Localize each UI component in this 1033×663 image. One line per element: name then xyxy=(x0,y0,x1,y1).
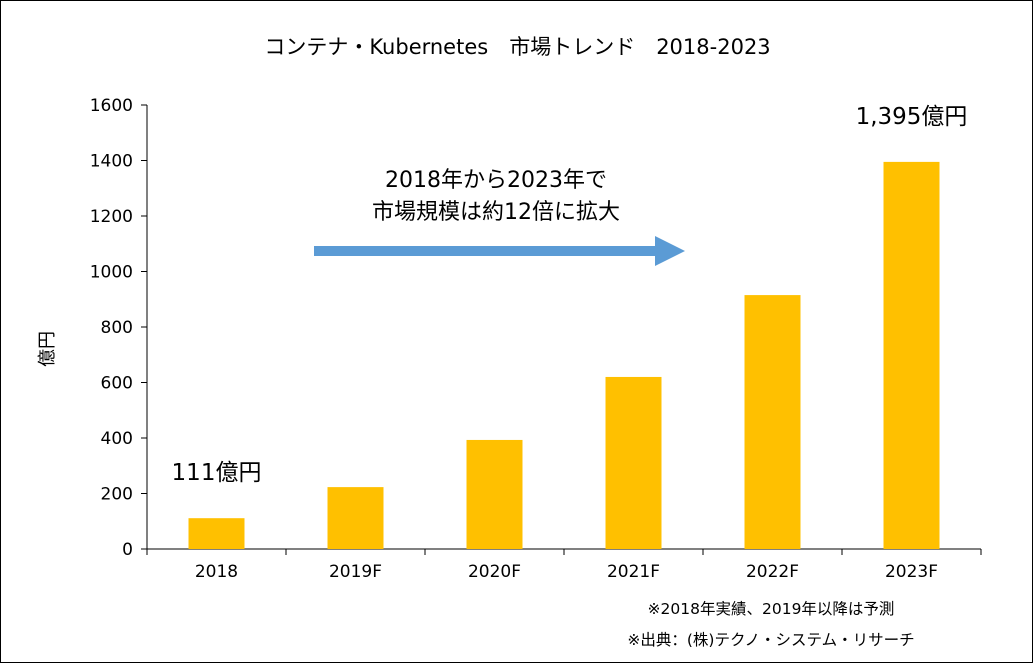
growth-annotation: 2018年から2023年で 市場規模は約12倍に拡大 xyxy=(301,165,691,229)
x-tick-label: 2019F xyxy=(329,562,382,582)
bar xyxy=(883,161,940,549)
bar xyxy=(327,487,384,549)
data-label: 111億円 xyxy=(172,460,262,486)
bar xyxy=(605,376,662,549)
annotation-line-2: 市場規模は約12倍に拡大 xyxy=(372,200,620,225)
bar xyxy=(744,295,801,549)
y-tick-label: 0 xyxy=(122,540,133,560)
data-label: 1,395億円 xyxy=(856,104,968,130)
note-forecast: ※2018年実績、2019年以降は予測 xyxy=(647,600,895,618)
y-tick-label: 1600 xyxy=(90,96,133,116)
y-tick-label: 1200 xyxy=(90,207,133,227)
y-tick-label: 200 xyxy=(101,485,133,505)
x-tick-label: 2023F xyxy=(885,562,938,582)
x-tick-label: 2018 xyxy=(195,562,238,582)
bar xyxy=(188,518,245,549)
bar xyxy=(466,439,523,549)
growth-arrow-head xyxy=(655,236,685,266)
x-tick-label: 2022F xyxy=(746,562,799,582)
chart-title: コンテナ・Kubernetes 市場トレンド 2018-2023 xyxy=(264,35,771,59)
x-tick-label: 2021F xyxy=(607,562,660,582)
y-tick-label: 400 xyxy=(101,429,133,449)
growth-arrow-shaft xyxy=(314,246,659,256)
y-tick-label: 800 xyxy=(101,318,133,338)
y-tick-label: 1000 xyxy=(90,263,133,283)
y-tick-label: 1400 xyxy=(90,152,133,172)
annotation-line-1: 2018年から2023年で xyxy=(385,168,607,193)
x-tick-label: 2020F xyxy=(468,562,521,582)
note-source: ※出典：(株)テクノ・システム・リサーチ xyxy=(627,631,915,649)
y-tick-label: 600 xyxy=(101,374,133,394)
